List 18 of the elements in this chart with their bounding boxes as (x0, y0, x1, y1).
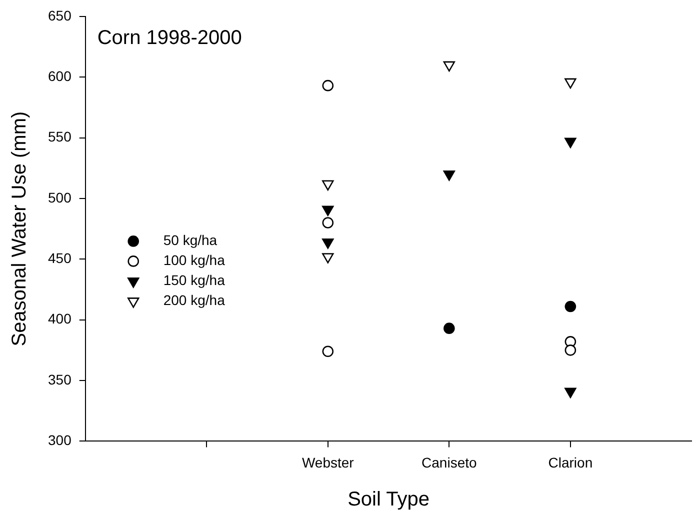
y-axis-title: Seasonal Water Use (mm) (8, 111, 31, 346)
y-tick-label: 300 (48, 432, 72, 448)
legend-label: 200 kg/ha (163, 292, 226, 308)
legend-label: 150 kg/ha (163, 272, 226, 288)
x-tick-label: Caniseto (422, 454, 477, 470)
y-tick-label: 600 (48, 68, 72, 84)
x-axis-title: Soil Type (348, 488, 430, 511)
y-tick-label: 650 (48, 7, 72, 24)
y-tick-label: 500 (48, 189, 72, 206)
text: Corn 1998-2000 (97, 26, 242, 49)
x-tick-label: Clarion (548, 454, 593, 470)
legend-label: 50 kg/ha (163, 232, 218, 248)
legend-label: 100 kg/ha (163, 252, 226, 268)
y-tick-label: 350 (48, 371, 72, 388)
y-tick-label: 550 (48, 128, 72, 145)
y-tick-label: 400 (48, 310, 72, 327)
x-tick-label: Webster (302, 454, 354, 470)
y-tick-label: 450 (48, 250, 72, 266)
